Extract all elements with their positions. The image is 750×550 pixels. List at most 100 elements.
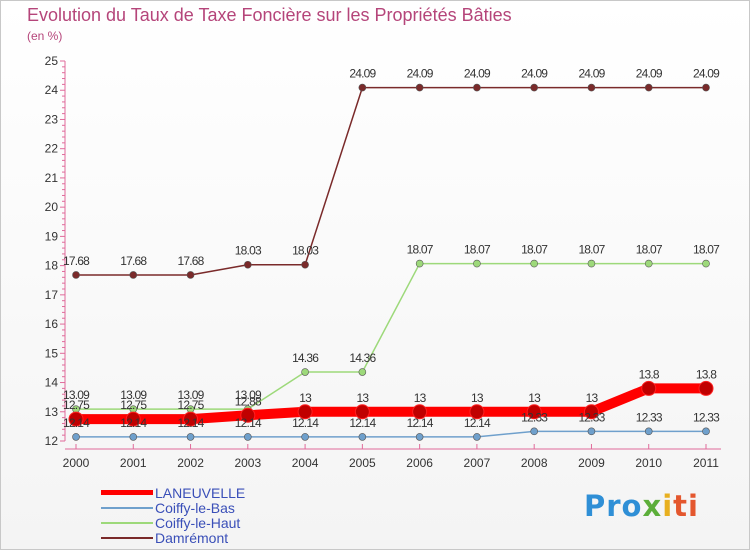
data-label: 12.14 — [63, 416, 90, 430]
data-point — [587, 83, 596, 92]
data-label: 12.88 — [235, 394, 262, 408]
data-point — [186, 271, 195, 279]
y-tick-label: 14 — [45, 376, 59, 390]
y-tick-label: 12 — [45, 434, 59, 448]
series-line-laneuvelle — [76, 383, 706, 425]
y-tick-label: 20 — [45, 200, 59, 214]
x-tick-label: 2002 — [177, 456, 204, 470]
data-label: 12.14 — [349, 416, 376, 430]
data-label: 18.07 — [464, 243, 491, 257]
data-point — [72, 271, 80, 279]
series-line-coiffy-le-bas — [76, 430, 706, 438]
x-tick-label: 2003 — [234, 456, 261, 470]
data-label: 13 — [414, 391, 427, 405]
data-label: 24.09 — [521, 67, 548, 81]
data-label: 12.75 — [63, 398, 90, 412]
data-point — [473, 83, 481, 92]
data-label: 18.03 — [235, 244, 262, 258]
proxiti-logo: Proxiti — [584, 489, 699, 523]
data-label: 14.36 — [349, 351, 376, 365]
data-label: 18.07 — [636, 243, 663, 257]
data-point — [644, 427, 653, 436]
series-line-coiffy-le-haut — [76, 262, 706, 410]
data-point — [530, 427, 538, 436]
data-label: 12.14 — [464, 416, 491, 430]
data-label: 18.07 — [693, 243, 720, 257]
data-point — [415, 83, 424, 92]
axes: 12 13 14 15 16 17 18 19 20 21 22 23 24 25 2000 2001 2002… — [45, 54, 721, 470]
x-tick-label: 2008 — [521, 456, 548, 470]
y-tick-label: 22 — [45, 142, 59, 156]
data-label: 13.8 — [696, 367, 717, 381]
legend-swatch-laneuvelle — [101, 490, 153, 495]
data-point — [129, 433, 138, 441]
data-point — [301, 368, 309, 376]
data-point — [702, 427, 710, 436]
legend-label-damremont: Damrémont — [155, 530, 229, 546]
x-tick-label: 2004 — [292, 456, 319, 470]
line-chart: 12 13 14 15 16 17 18 19 20 21 22 23 24 25 2000 2001 2002… — [45, 54, 721, 470]
data-point — [358, 433, 367, 441]
data-label: 24.09 — [578, 67, 605, 81]
data-label: 18.07 — [407, 243, 434, 257]
data-label: 12.33 — [578, 410, 605, 424]
data-label: 24.09 — [464, 67, 491, 81]
data-point — [469, 404, 485, 420]
legend-swatch-coiffy-le-haut — [101, 522, 153, 524]
y-tick-label: 19 — [45, 229, 59, 243]
legend-label-coiffy-le-bas: Coiffy-le-Bas — [155, 500, 235, 516]
data-point — [473, 433, 481, 441]
chart-title: Evolution du Taux de Taxe Foncière sur l… — [27, 5, 512, 25]
legend-label-laneuvelle: LANEUVELLE — [155, 485, 246, 501]
data-point — [698, 380, 714, 396]
data-label: 24.09 — [693, 67, 720, 81]
data-point — [644, 259, 653, 268]
data-label: 24.09 — [407, 67, 434, 81]
data-point — [415, 433, 424, 441]
data-label: 12.75 — [178, 398, 205, 412]
data-label: 18.07 — [578, 243, 605, 257]
data-label: 13.09 — [63, 388, 90, 402]
series-layer — [68, 83, 714, 441]
data-point — [68, 411, 84, 427]
data-point — [301, 433, 309, 441]
data-label: 18.03 — [292, 244, 319, 258]
data-point — [183, 411, 199, 427]
data-point — [641, 380, 657, 396]
x-tick-label: 2010 — [635, 456, 662, 470]
data-point — [583, 404, 599, 420]
data-point — [354, 404, 370, 420]
data-label: 13 — [471, 391, 484, 405]
data-point — [72, 433, 80, 441]
data-label: 12.14 — [292, 416, 319, 430]
data-point — [587, 427, 596, 436]
data-label: 12.14 — [235, 416, 262, 430]
data-point — [297, 404, 313, 420]
data-point — [415, 259, 424, 268]
y-tick-label: 21 — [45, 171, 59, 185]
y-tick-label: 13 — [45, 405, 59, 419]
data-label: 13.8 — [639, 367, 660, 381]
data-point — [129, 271, 138, 279]
data-labels-layer: 12.14 12.14 12.14 12.14 12.14 12.14 12.14 12.14… — [63, 67, 721, 430]
legend-swatch-damremont — [101, 537, 153, 539]
data-label: 13 — [586, 391, 599, 405]
y-tick-label: 25 — [45, 54, 59, 68]
x-tick-label: 2001 — [120, 456, 147, 470]
y-tick-label: 15 — [45, 346, 59, 360]
data-label: 13.09 — [120, 388, 147, 402]
data-point — [530, 259, 538, 268]
y-tick-label: 18 — [45, 259, 59, 273]
x-tick-label: 2007 — [464, 456, 491, 470]
y-tick-label: 24 — [45, 83, 59, 97]
data-label: 12.75 — [120, 398, 147, 412]
data-label: 14.36 — [292, 351, 319, 365]
data-label: 12.14 — [120, 416, 147, 430]
data-point — [702, 83, 710, 92]
series-line-damrémont — [76, 86, 706, 276]
x-tick-label: 2005 — [349, 456, 376, 470]
data-point — [244, 433, 252, 441]
data-label: 18.07 — [521, 243, 548, 257]
data-label: 12.33 — [521, 410, 548, 424]
data-label: 13 — [299, 391, 312, 405]
